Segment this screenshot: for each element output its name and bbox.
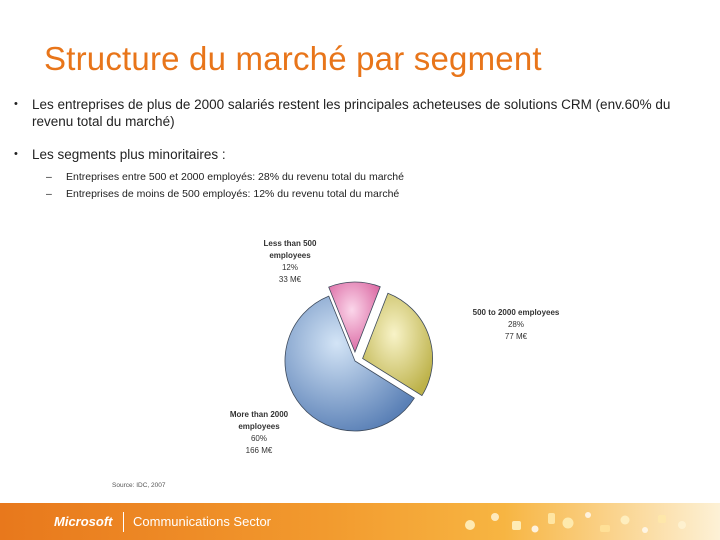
slice-value-large: 166 M€ [246, 446, 273, 455]
bullet-dot-icon: • [14, 98, 18, 110]
sub-bullet-item: – Entreprises de moins de 500 employés: … [32, 186, 704, 203]
slice-percent-small: 12% [282, 263, 298, 272]
bullet-dot-icon: • [14, 148, 18, 160]
slice-label-small-line2: employees [269, 251, 311, 260]
slice-label-large-line1: More than 2000 [230, 410, 289, 419]
bullet-item: • Les entreprises de plus de 2000 salari… [14, 96, 704, 130]
pie-slice-less-than-500 [328, 281, 381, 354]
slice-percent-mid: 28% [508, 320, 524, 329]
sub-bullet-item: – Entreprises entre 500 et 2000 employés… [32, 169, 704, 186]
pie-slice-more-than-2000 [284, 295, 415, 432]
footer-sector: Communications Sector [133, 514, 271, 529]
dash-icon: – [46, 171, 52, 183]
slice-label-small-line1: Less than 500 [264, 239, 317, 248]
pie-slice-500-to-2000 [362, 292, 433, 397]
slice-label-large-line2: employees [238, 422, 280, 431]
bullet-text: Les segments plus minoritaires : [32, 147, 226, 162]
bullet-item: • Les segments plus minoritaires : – Ent… [14, 146, 704, 203]
slice-percent-large: 60% [251, 434, 267, 443]
microsoft-logo: Microsoft [54, 514, 113, 529]
slice-value-mid: 77 M€ [505, 332, 528, 341]
footer-divider [123, 512, 124, 532]
sub-bullet-text: Entreprises entre 500 et 2000 employés: … [66, 171, 404, 183]
chart-source: Source: IDC, 2007 [112, 482, 166, 489]
slide-title: Structure du marché par segment [44, 40, 542, 77]
bullet-list: • Les entreprises de plus de 2000 salari… [14, 96, 704, 203]
bullet-text: Les entreprises de plus de 2000 salariés… [32, 97, 671, 129]
footer-decoration-icon [465, 512, 686, 533]
sub-bullet-list: – Entreprises entre 500 et 2000 employés… [32, 169, 704, 203]
slice-value-small: 33 M€ [279, 275, 302, 284]
slice-label-mid-line1: 500 to 2000 employees [473, 308, 560, 317]
footer-bar: Microsoft Communications Sector [0, 503, 720, 540]
sub-bullet-text: Entreprises de moins de 500 employés: 12… [66, 188, 400, 200]
dash-icon: – [46, 188, 52, 200]
